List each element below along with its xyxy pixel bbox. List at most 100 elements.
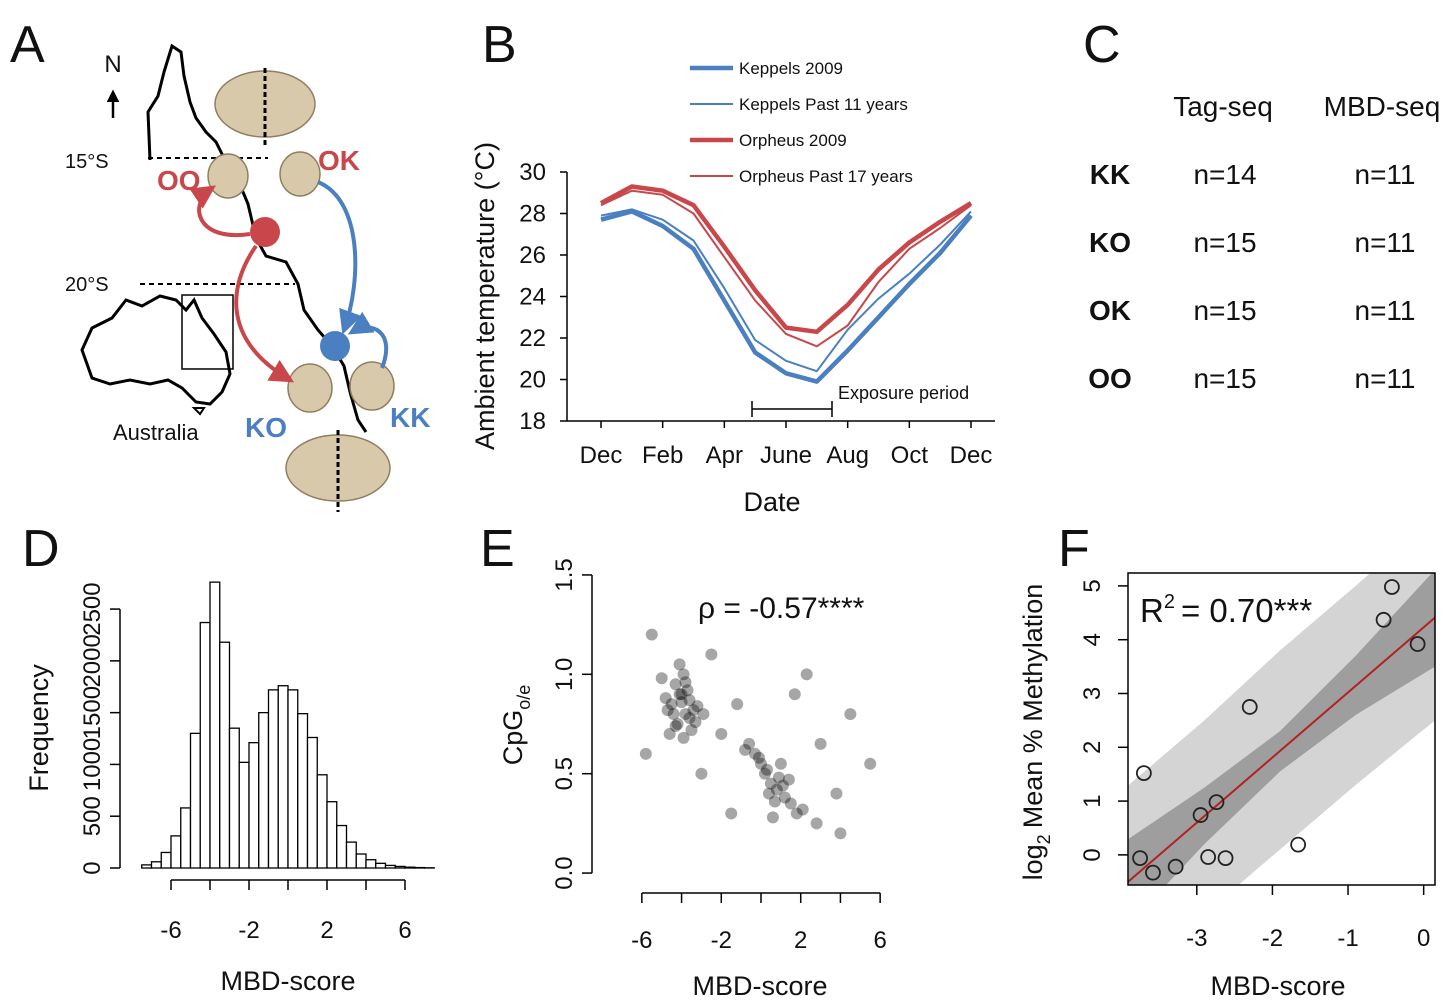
y-tick-label: 26	[519, 242, 546, 269]
bar	[180, 807, 192, 869]
point	[790, 807, 803, 820]
point	[1132, 850, 1148, 867]
point	[776, 779, 789, 792]
y-axis-label: Frequency	[24, 664, 54, 792]
point	[679, 708, 692, 721]
bar	[375, 862, 387, 869]
bar	[394, 865, 406, 869]
cell: n=15	[1193, 227, 1256, 258]
point	[774, 757, 787, 770]
x-tick-label: Feb	[642, 442, 683, 469]
y-axis-label-subscript: 2	[1034, 834, 1054, 844]
series-line	[599, 184, 973, 335]
point	[725, 807, 738, 820]
y-tick-label: 3	[1079, 687, 1106, 700]
panel-a: A N 15°S 20°S Australia OO OK KO KK	[10, 16, 430, 512]
column-header: Tag-seq	[1173, 91, 1273, 122]
y-tick-label: 1.0	[551, 658, 578, 691]
y-tick-label: 0.5	[551, 757, 578, 790]
x-tick-label: -6	[631, 927, 652, 954]
legend-label: Orpheus 2009	[739, 131, 847, 150]
panel-label: D	[22, 520, 60, 578]
point	[667, 708, 680, 721]
panel-label: F	[1058, 520, 1090, 578]
australia-outline	[80, 294, 232, 406]
point	[1200, 849, 1217, 865]
bar	[199, 621, 211, 869]
bar	[160, 851, 172, 869]
point	[675, 696, 688, 709]
site-keppels	[320, 331, 350, 361]
bar	[297, 713, 309, 869]
point	[671, 718, 684, 730]
point	[1135, 765, 1152, 782]
point	[715, 727, 728, 740]
bar	[189, 732, 201, 869]
annotation-prefix: R	[1140, 592, 1164, 629]
site-label: KO	[245, 412, 287, 443]
y-tick-label: 22	[519, 325, 546, 352]
point	[749, 747, 762, 760]
x-tick-label: 2	[794, 927, 807, 954]
y-tick-label: 4	[1079, 633, 1106, 646]
cell: n=15	[1193, 295, 1256, 326]
point	[755, 757, 767, 770]
legend-label: Keppels 2009	[739, 59, 843, 78]
y-axis-label-main: CpG	[498, 710, 528, 766]
panel-label: E	[480, 520, 515, 578]
point	[830, 787, 843, 800]
cell: n=15	[1193, 363, 1256, 394]
point	[784, 797, 797, 810]
bar	[277, 685, 289, 869]
point	[764, 777, 777, 790]
y-tick-label: 0	[1079, 848, 1106, 861]
y-tick-label: 2000	[79, 634, 106, 687]
point	[800, 668, 813, 681]
point	[681, 684, 694, 697]
point	[677, 731, 690, 744]
y-axis-label: log2 Mean % Methylation	[1018, 584, 1054, 881]
point	[645, 628, 658, 641]
point	[762, 787, 775, 800]
y-tick-label: 30	[519, 159, 546, 186]
point	[1192, 807, 1209, 823]
x-tick-label: Aug	[826, 442, 869, 469]
point	[1145, 864, 1161, 881]
point	[814, 737, 827, 750]
legend-label: Keppels Past 11 years	[739, 95, 908, 114]
x-axis-label: MBD-score	[692, 971, 827, 1001]
point	[705, 648, 718, 661]
transplant-arrow	[317, 180, 362, 335]
transplant-arrow	[189, 185, 251, 238]
point	[673, 688, 686, 701]
point	[675, 688, 688, 701]
plot-frame	[1127, 572, 1436, 886]
bar	[238, 761, 250, 869]
latitude-label: 20°S	[65, 274, 109, 296]
point	[1290, 836, 1307, 853]
y-tick-label: 18	[519, 408, 546, 435]
x-axis-label: Date	[743, 487, 800, 517]
point	[1208, 794, 1225, 811]
cell: n=11	[1355, 159, 1416, 190]
point	[639, 747, 652, 760]
annotation-main: = 0.70***	[1181, 592, 1312, 629]
point	[669, 719, 682, 732]
point	[683, 712, 696, 725]
x-tick-label: -2	[711, 927, 732, 954]
y-tick-label: 1500	[79, 686, 106, 739]
y-tick-label: 0	[79, 861, 106, 874]
y-axis-label-subscript: o/e	[514, 685, 534, 710]
bar	[170, 835, 182, 869]
point	[844, 708, 857, 721]
point	[665, 698, 678, 711]
x-tick-label: 2	[320, 917, 333, 944]
confidence-band	[1128, 573, 1435, 885]
x-tick-label: Dec	[950, 442, 993, 469]
y-axis-label: CpGo/e	[498, 685, 534, 766]
panel-label: C	[1083, 16, 1121, 74]
y-axis-label: Ambient temperature (°C)	[470, 142, 500, 450]
cell: n=14	[1193, 159, 1256, 190]
point	[1409, 636, 1426, 652]
